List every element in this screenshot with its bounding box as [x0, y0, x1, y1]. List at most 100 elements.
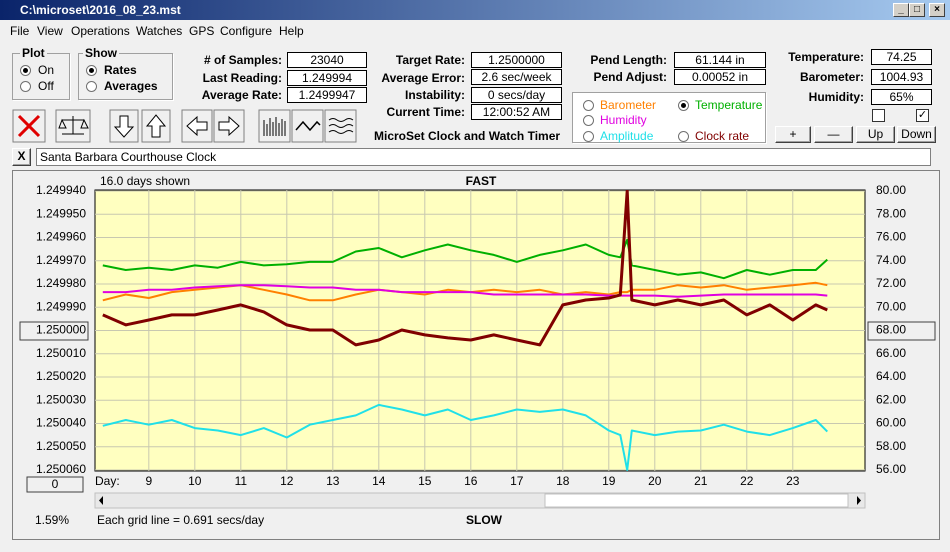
radio-label[interactable]: On — [38, 63, 55, 77]
legend-label[interactable]: Clock rate — [695, 129, 750, 143]
close-window-button[interactable]: × — [929, 3, 945, 17]
bars-button[interactable] — [258, 109, 291, 143]
checkbox[interactable] — [872, 109, 885, 122]
button[interactable]: + — [775, 126, 811, 143]
radio-label[interactable]: Rates — [104, 63, 137, 77]
field-value: 74.25 — [871, 49, 932, 65]
menu-item[interactable]: Watches — [136, 24, 183, 38]
minimize-button[interactable]: _ — [893, 3, 909, 17]
y2-tick-label: 56.00 — [876, 462, 906, 476]
field-value: 2.6 sec/week — [471, 69, 562, 85]
series-selector: Barometer Temperature Humidity Amplitude Clo… — [572, 92, 766, 143]
slow-label: SLOW — [466, 513, 503, 527]
delete-button[interactable] — [12, 109, 46, 143]
field-label: Instability: — [404, 88, 465, 102]
y2-tick-label: 72.00 — [876, 276, 906, 290]
x-tick-label: 13 — [326, 474, 340, 488]
field-label: Target Rate: — [395, 53, 465, 67]
waves-button[interactable] — [324, 109, 357, 143]
legend-label[interactable]: Barometer — [600, 98, 657, 112]
field-label: Temperature: — [788, 50, 864, 64]
field-label: Pend Adjust: — [593, 70, 667, 84]
y2-tick-label: 64.00 — [876, 369, 906, 383]
x-tick-label: 12 — [280, 474, 294, 488]
menu-item[interactable]: File — [10, 24, 30, 38]
group-title: Plot — [20, 46, 47, 60]
field-value: 1.2499947 — [287, 87, 367, 103]
button[interactable]: Up — [856, 126, 895, 143]
x-tick-label: 16 — [464, 474, 478, 488]
field-label: Current Time: — [386, 105, 465, 119]
menu-item[interactable]: Help — [279, 24, 304, 38]
radio[interactable] — [86, 65, 97, 76]
scrollbar[interactable] — [94, 492, 866, 509]
wave-button[interactable] — [291, 109, 324, 143]
field-label: Barometer: — [799, 70, 864, 84]
legend-label[interactable]: Amplitude — [600, 129, 654, 143]
down-button[interactable] — [109, 109, 139, 143]
legend-label[interactable]: Temperature — [695, 98, 763, 112]
x-tick-label: 22 — [740, 474, 754, 488]
field-label: Average Error: — [381, 71, 465, 85]
title-bar: C:\microset\2016_08_23.mst _ □ × — [0, 0, 950, 20]
radio[interactable] — [20, 65, 31, 76]
field-value: 65% — [871, 89, 932, 105]
y-tick-label: 1.249980 — [36, 276, 86, 290]
field-value: 1.249994 — [287, 70, 367, 86]
menu-item[interactable]: View — [37, 24, 63, 38]
x-tick-label: 19 — [602, 474, 616, 488]
left-button[interactable] — [181, 109, 213, 143]
radio[interactable] — [583, 100, 594, 111]
app-title: MicroSet Clock and Watch Timer — [374, 129, 561, 143]
field-value: 0 secs/day — [471, 87, 562, 103]
menu-item[interactable]: GPS — [189, 24, 215, 38]
x-tick-label: 15 — [418, 474, 432, 488]
x-tick-label: 10 — [188, 474, 202, 488]
menu-item[interactable]: Configure — [220, 24, 273, 38]
offset-button[interactable] — [26, 476, 84, 493]
y-tick-label: 1.250010 — [36, 346, 86, 360]
button[interactable]: Down — [897, 126, 936, 143]
group-title: Show — [83, 46, 119, 60]
clock-name-field[interactable]: Santa Barbara Courthouse Clock — [36, 148, 931, 166]
center-value-button[interactable] — [867, 321, 936, 341]
y2-tick-label: 62.00 — [876, 392, 906, 406]
x-tick-label: 14 — [372, 474, 386, 488]
y2-tick-label: 60.00 — [876, 416, 906, 430]
x-tick-label: 9 — [145, 474, 152, 488]
zero-rate-button[interactable] — [19, 321, 89, 341]
radio[interactable] — [678, 100, 689, 111]
chart: 0 16.0 days shown FAST SLOW Each grid li… — [12, 170, 940, 540]
radio[interactable] — [86, 81, 97, 92]
radio[interactable] — [583, 131, 594, 142]
window-title: C:\microset\2016_08_23.mst — [20, 3, 181, 17]
radio[interactable] — [20, 81, 31, 92]
legend-label[interactable]: Humidity — [600, 113, 647, 127]
radio[interactable] — [583, 115, 594, 126]
up-button[interactable] — [141, 109, 171, 143]
y2-tick-label: 70.00 — [876, 299, 906, 313]
field-label: Humidity: — [808, 90, 864, 104]
button[interactable]: — — [814, 126, 853, 143]
right-button[interactable] — [213, 109, 245, 143]
checkbox[interactable]: ✓ — [916, 109, 929, 122]
close-button[interactable]: X — [12, 148, 31, 166]
scale-button[interactable] — [55, 109, 91, 143]
field-value: 1.2500000 — [471, 52, 562, 68]
field-label: # of Samples: — [203, 53, 282, 67]
series-line — [102, 403, 829, 471]
percent-label: 1.59% — [35, 513, 69, 527]
radio-label[interactable]: Averages — [104, 79, 158, 93]
series-line — [102, 284, 828, 298]
radio[interactable] — [678, 131, 689, 142]
y2-tick-label: 66.00 — [876, 346, 906, 360]
y-tick-label: 1.249970 — [36, 253, 86, 267]
radio-label[interactable]: Off — [38, 79, 54, 93]
offset-button-label[interactable]: 0 — [52, 477, 59, 491]
series-line — [102, 238, 828, 280]
maximize-button[interactable]: □ — [909, 3, 925, 17]
y2-tick-label: 68.00 — [876, 323, 906, 337]
menu-item[interactable]: Operations — [71, 24, 130, 38]
field-label: Pend Length: — [590, 53, 667, 67]
